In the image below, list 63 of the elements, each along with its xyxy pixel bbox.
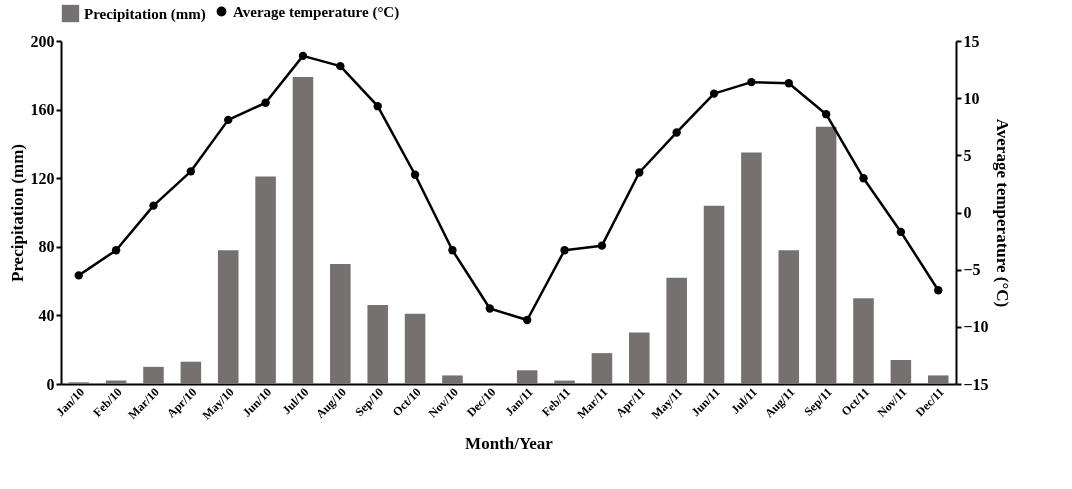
point xyxy=(74,271,83,280)
point xyxy=(934,286,943,295)
bar xyxy=(217,250,239,384)
legend-label: Average temperature (°C) xyxy=(233,3,400,21)
bar xyxy=(741,152,762,384)
legend-label: Precipitation (mm) xyxy=(84,5,206,23)
point xyxy=(410,170,420,179)
bar xyxy=(442,375,463,384)
y2-tick-label: −10 xyxy=(963,318,989,336)
y-tick-label: 200 xyxy=(30,32,55,50)
bar xyxy=(180,361,202,384)
point xyxy=(635,168,644,177)
bar xyxy=(629,332,650,384)
point xyxy=(784,79,793,88)
bar xyxy=(367,305,388,384)
point xyxy=(261,98,270,107)
y2-tick-label: 10 xyxy=(963,89,980,107)
y-axis-title: Precipitation (mm) xyxy=(7,143,27,283)
point xyxy=(560,246,569,255)
point xyxy=(485,304,494,313)
point xyxy=(224,115,233,125)
bar xyxy=(292,77,314,384)
bar xyxy=(516,370,538,384)
y2-tick-label: 5 xyxy=(963,146,972,164)
y-tick-label: 160 xyxy=(30,101,55,119)
bar xyxy=(890,359,912,384)
bar xyxy=(591,353,613,384)
y-tick-label: 0 xyxy=(46,375,55,393)
bar xyxy=(703,205,725,384)
bar xyxy=(330,263,351,384)
point xyxy=(448,246,457,255)
point xyxy=(111,246,121,255)
y2-tick-label: 15 xyxy=(963,32,980,50)
y2-axis-title: Average temperature (°C) xyxy=(992,118,1012,308)
y-tick-label: 120 xyxy=(30,169,55,187)
bar xyxy=(815,126,837,384)
bar xyxy=(927,375,949,384)
bar xyxy=(404,313,426,384)
y2-tick-label: −5 xyxy=(963,261,981,279)
point xyxy=(672,128,681,137)
y2-tick-label: −15 xyxy=(963,375,989,393)
point xyxy=(373,102,382,111)
point xyxy=(298,51,308,61)
point xyxy=(859,174,868,183)
y2-tick-label: 0 xyxy=(963,204,972,221)
point xyxy=(896,227,906,237)
point xyxy=(597,241,607,250)
point xyxy=(821,110,831,119)
bar xyxy=(255,176,276,384)
y-tick-label: 80 xyxy=(38,238,55,256)
point xyxy=(747,77,756,87)
bar xyxy=(853,298,874,384)
y-tick-label: 40 xyxy=(38,306,55,324)
point xyxy=(149,201,158,210)
bar xyxy=(554,380,575,384)
bar xyxy=(666,277,687,384)
x-axis-title: Month/Year xyxy=(465,433,554,453)
bar xyxy=(778,250,800,384)
bar xyxy=(143,366,164,384)
point xyxy=(709,89,719,98)
point xyxy=(186,167,196,176)
point xyxy=(336,61,345,71)
point xyxy=(523,315,532,325)
